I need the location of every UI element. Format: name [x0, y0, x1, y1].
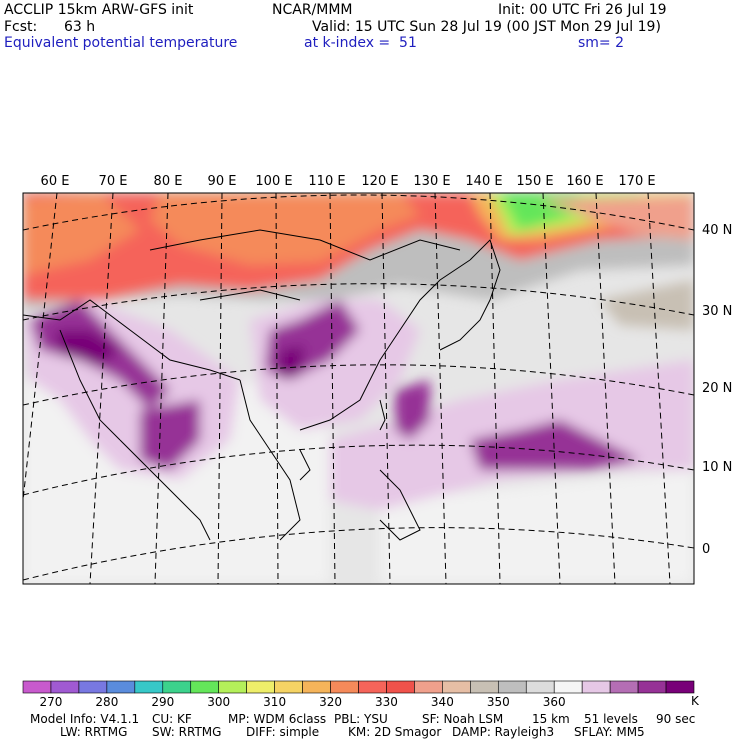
footer-diff: DIFF: simple [246, 725, 320, 739]
colorbar-tick-label: 280 [95, 695, 118, 709]
colorbar-swatch [497, 680, 527, 694]
colorbar-tick-label: 320 [319, 695, 342, 709]
colorbar-swatch [525, 680, 555, 694]
coastlines [23, 229, 501, 541]
lon-label: 130 E [413, 174, 450, 189]
footer-mp: MP: WDM 6class [228, 712, 327, 726]
footer-model-info: Model Info: V4.1.1 [30, 712, 140, 726]
colorbar-tick-label: 270 [40, 695, 63, 709]
lon-label: 140 E [465, 174, 502, 189]
colorbar-swatch [22, 680, 52, 694]
colorbar-tick-label: 340 [431, 695, 454, 709]
init-time: Init: 00 UTC Fri 26 Jul 19 [498, 2, 667, 18]
footer-lw: LW: RRTMG [60, 725, 128, 739]
colorbar-swatch [553, 680, 583, 694]
colorbar-swatch [162, 680, 192, 694]
colorbar-swatch [50, 680, 80, 694]
footer-timestep: 90 sec [656, 712, 696, 726]
lon-label: 60 E [41, 174, 70, 189]
colorbar-swatch [106, 680, 136, 694]
colorbar-swatch [665, 680, 695, 694]
colorbar-tick-label: 290 [151, 695, 174, 709]
colorbar-swatch [78, 680, 108, 694]
colorbar-swatch [274, 680, 303, 694]
colorbar-swatch [134, 680, 164, 694]
lon-label: 70 E [99, 174, 128, 189]
lon-label: 160 E [566, 174, 603, 189]
graticule [23, 193, 694, 584]
colorbar-swatch [386, 680, 415, 694]
longitude-labels: 60 E 70 E 80 E 90 E 100 E 110 E 120 E 13… [41, 174, 656, 189]
lat-label: 0 [702, 542, 710, 557]
colorbar-swatch [609, 680, 639, 694]
colorbar-swatch [470, 680, 499, 694]
map-frame [22, 192, 695, 585]
lon-label: 170 E [618, 174, 655, 189]
colorbar-swatch [581, 680, 611, 694]
center-label: NCAR/MMM [272, 2, 353, 18]
colorbar-unit: K [691, 694, 700, 708]
colorbar-swatch [358, 680, 387, 694]
lon-label: 90 E [208, 174, 237, 189]
footer-sw: SW: RRTMG [152, 725, 222, 739]
colorbar-swatch [218, 680, 247, 694]
lon-label: 110 E [308, 174, 345, 189]
model-title: ACCLIP 15km ARW-GFS init [4, 2, 194, 18]
lat-label: 30 N [702, 304, 732, 319]
colorbar-tick-label: 330 [375, 695, 398, 709]
lon-label: 100 E [255, 174, 292, 189]
footer-cu: CU: KF [152, 712, 192, 726]
lon-label: 80 E [154, 174, 183, 189]
colorbar-ticks: 270 280 290 300 310 320 330 340 350 360 [40, 695, 566, 709]
field-name: Equivalent potential temperature [4, 35, 238, 51]
footer-pbl: PBL: YSU [334, 712, 388, 726]
colorbar-tick-label: 300 [207, 695, 230, 709]
colorbar-swatch [637, 680, 667, 694]
footer-damp: DAMP: Rayleigh3 [452, 725, 555, 739]
smoothing-label: sm= 2 [578, 35, 625, 51]
latitude-labels: 40 N 30 N 20 N 10 N 0 [702, 223, 732, 557]
footer-sflay: SFLAY: MM5 [574, 725, 645, 739]
lon-label: 120 E [361, 174, 398, 189]
colorbar-tick-label: 310 [263, 695, 286, 709]
colorbar-swatch [190, 680, 220, 694]
forecast-hours: 63 h [64, 19, 96, 35]
lon-label: 150 E [516, 174, 553, 189]
colorbar-swatch [302, 680, 331, 694]
lat-label: 10 N [702, 460, 732, 475]
footer-sf: SF: Noah LSM [422, 712, 504, 726]
footer-levels: 51 levels [584, 712, 638, 726]
valid-time: Valid: 15 UTC Sun 28 Jul 19 (00 JST Mon … [312, 19, 661, 35]
lat-label: 40 N [702, 223, 732, 238]
forecast-label: Fcst: [4, 19, 38, 35]
colorbar-swatch [442, 680, 471, 694]
footer-km: KM: 2D Smagor [348, 725, 442, 739]
footer-resolution: 15 km [532, 712, 570, 726]
lat-label: 20 N [702, 381, 732, 396]
level-label: at k-index = 51 [304, 35, 417, 51]
colorbar [22, 680, 695, 694]
colorbar-swatch [414, 680, 443, 694]
colorbar-tick-label: 360 [543, 695, 566, 709]
colorbar-swatch [246, 680, 275, 694]
colorbar-tick-label: 350 [487, 695, 510, 709]
colorbar-swatch [330, 680, 359, 694]
